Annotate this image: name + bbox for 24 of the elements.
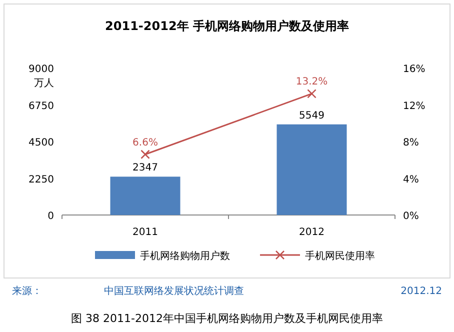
y-tick-label: 2250	[28, 174, 54, 186]
y-tick-label: 9000	[28, 64, 54, 75]
y2-tick-label: 8%	[403, 138, 419, 148]
source-note: 来源：	[12, 285, 42, 297]
text: 中国互联网络发展状况统计调查	[104, 285, 244, 297]
data-label: 5549	[299, 110, 324, 122]
y2-tick-label: 0%	[403, 211, 419, 222]
y2-tick-label: 12%	[403, 100, 426, 112]
y-tick-label: 0	[48, 211, 54, 222]
data-label: 6.6%	[132, 137, 158, 148]
x-tick-label: 2011	[132, 227, 158, 238]
y-axis-title: 万人	[34, 78, 54, 89]
legend-label: 手机网民使用率	[305, 250, 375, 262]
data-label: 2347	[132, 162, 158, 174]
legend-label: 手机网络购物用户数	[140, 250, 230, 262]
y2-tick-label: 4%	[403, 174, 419, 186]
y-tick-label: 6750	[28, 100, 54, 112]
y-tick-label: 4500	[28, 138, 54, 148]
data-label: 13.2%	[296, 76, 328, 88]
text: 2012.12	[400, 286, 442, 297]
x-tick-label: 2012	[299, 227, 324, 238]
y2-tick-label: 16%	[403, 64, 426, 75]
chart-title: 2011-2012年 手机网络购物用户数及使用率	[105, 19, 349, 33]
caption: 图 38 2011-2012年中国手机网络购物用户数及手机网民使用率	[71, 312, 383, 325]
